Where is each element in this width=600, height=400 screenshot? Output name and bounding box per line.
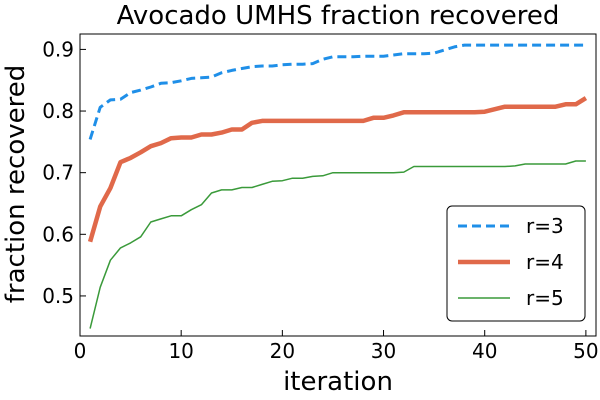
legend-box <box>446 205 586 322</box>
x-tick-label: 20 <box>270 339 295 363</box>
legend: r=3 r=4 r=5 <box>446 205 586 322</box>
y-tick-label: 0.9 <box>42 37 74 61</box>
x-ticks: 0 10 20 30 40 50 <box>74 330 599 363</box>
y-tick-label: 0.5 <box>42 284 74 308</box>
y-ticks: 0.5 0.6 0.7 0.8 0.9 <box>42 37 86 308</box>
y-tick-label: 0.8 <box>42 99 74 123</box>
y-axis-label: fraction recovered <box>1 65 31 303</box>
chart-title: Avocado UMHS fraction recovered <box>117 1 560 31</box>
series-line-r5 <box>89 160 586 329</box>
series-line-r4 <box>87 96 588 243</box>
x-tick-label: 0 <box>74 339 87 363</box>
x-tick-label: 40 <box>472 339 497 363</box>
legend-label-r3: r=3 <box>526 214 564 238</box>
series-group <box>87 43 588 329</box>
x-tick-label: 50 <box>573 339 598 363</box>
series-line-r3 <box>88 43 586 140</box>
legend-label-r5: r=5 <box>526 286 564 310</box>
y-tick-label: 0.6 <box>42 222 74 246</box>
x-axis-label: iteration <box>283 367 393 397</box>
x-tick-label: 30 <box>371 339 396 363</box>
plot-frame <box>79 33 597 337</box>
x-tick-label: 10 <box>168 339 193 363</box>
legend-label-r4: r=4 <box>526 250 564 274</box>
y-tick-label: 0.7 <box>42 161 74 185</box>
